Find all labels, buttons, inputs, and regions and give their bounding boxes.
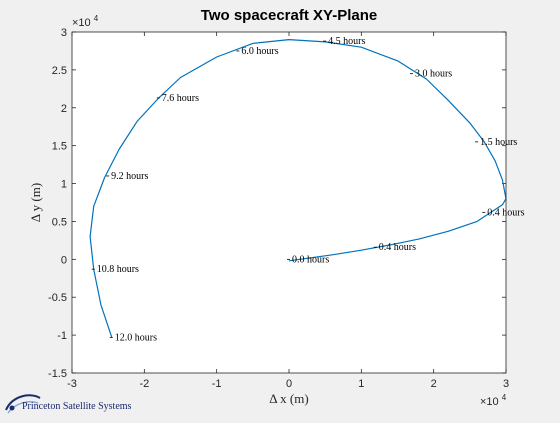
y-tick-label: 2.5	[52, 65, 67, 77]
y-exponent-power: 4	[94, 14, 99, 23]
y-axis-label: Δ y (m)	[28, 183, 43, 222]
x-tick-label: 3	[503, 378, 509, 390]
annotation-label: 7.6 hours	[162, 93, 199, 104]
x-exponent-base: ×10	[480, 396, 499, 408]
x-tick-label: 0	[286, 378, 292, 390]
x-exponent-power: 4	[502, 393, 507, 402]
x-tick-label: 2	[431, 378, 437, 390]
annotation-label: 3.0 hours	[415, 69, 452, 80]
y-tick-label: 1.5	[52, 141, 67, 153]
series-layer	[89, 38, 507, 338]
x-tick-label: -3	[67, 378, 77, 390]
logo-text: Princeton Satellite Systems	[22, 401, 132, 412]
y-tick-label: 3	[61, 27, 67, 39]
annotation-label: 9.2 hours	[111, 171, 148, 182]
annotation-label: 12.0 hours	[115, 332, 157, 343]
y-tick-label: -1	[57, 330, 67, 342]
x-tick-label: -2	[139, 378, 149, 390]
plot-area	[72, 32, 506, 373]
chart-title: Two spacecraft XY-Plane	[201, 7, 377, 24]
annotation-label: 0.0 hours	[292, 254, 329, 265]
x-axis-label: Δ x (m)	[269, 391, 308, 406]
x-axis-exponent: ×10 4	[480, 393, 507, 408]
annotation-label: 1.5 hours	[480, 137, 517, 148]
annotation-label: 6.0 hours	[241, 46, 278, 57]
y-axis-exponent: ×10 4	[72, 14, 99, 29]
y-tick-label: -1.5	[48, 368, 67, 380]
x-tick-label: -1	[212, 378, 222, 390]
y-tick-label: 1	[61, 179, 67, 191]
y-tick-label: -0.5	[48, 292, 67, 304]
trajectory-line	[89, 38, 507, 338]
x-tick-label: 1	[358, 378, 364, 390]
annotation-label: 0.4 hours	[379, 242, 416, 253]
y-tick-label: 0	[61, 254, 67, 266]
annotation-label: 10.8 hours	[97, 264, 139, 275]
y-exponent-base: ×10	[72, 17, 91, 29]
orbit-swoosh-icon	[5, 394, 41, 414]
y-tick-label: 2	[61, 103, 67, 115]
ticks-layer: -3 -2 -1 0 1 2 3 -1.5 -1 -0.5 0 0.5 1 1.5 2 2.5 3	[48, 27, 509, 390]
plot-frame	[71, 31, 507, 374]
y-tick-label: 0.5	[52, 216, 67, 228]
logo: Princeton Satellite Systems	[4, 388, 204, 418]
annotation-label: 4.5 hours	[328, 36, 365, 47]
